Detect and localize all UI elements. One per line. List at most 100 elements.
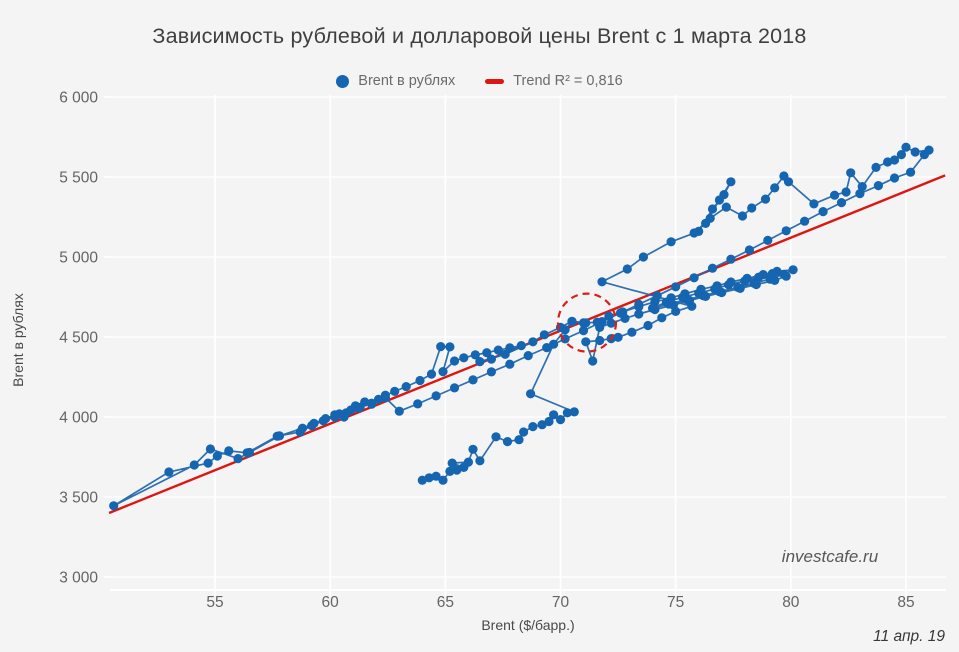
data-point	[542, 343, 552, 353]
data-point	[505, 343, 515, 353]
data-point	[468, 375, 478, 385]
data-point	[597, 277, 607, 287]
data-point	[846, 168, 856, 178]
data-point	[109, 501, 119, 511]
data-point	[500, 349, 510, 359]
data-point	[505, 359, 515, 369]
data-point	[687, 301, 697, 311]
data-point	[855, 189, 865, 199]
data-point	[445, 466, 455, 476]
data-point	[367, 399, 377, 409]
data-point	[627, 327, 637, 337]
data-point	[634, 299, 644, 309]
data-point	[380, 390, 390, 400]
data-point	[475, 456, 485, 466]
data-point	[339, 412, 349, 422]
data-point	[417, 475, 427, 485]
series-dot-icon	[336, 74, 350, 88]
data-point	[721, 202, 731, 212]
data-point	[468, 444, 478, 454]
data-point	[710, 284, 720, 294]
data-point	[841, 187, 851, 197]
data-point	[297, 423, 308, 433]
y-tick-label: 5 500	[59, 170, 98, 187]
y-tick-label: 3 000	[59, 570, 98, 587]
date-label: 11 апр. 19	[873, 628, 945, 645]
data-point	[707, 204, 718, 214]
data-point	[615, 308, 626, 318]
data-point	[581, 337, 591, 347]
data-point	[486, 354, 496, 364]
data-point	[463, 457, 473, 467]
data-point	[486, 367, 496, 377]
data-point	[717, 287, 727, 298]
data-point	[726, 254, 736, 264]
data-point	[449, 356, 460, 366]
data-point	[555, 415, 566, 425]
data-point	[528, 337, 538, 347]
y-tick-label: 6 000	[59, 90, 98, 107]
data-point	[569, 407, 579, 417]
data-point	[871, 162, 881, 172]
data-point	[309, 418, 319, 428]
data-point	[751, 279, 761, 290]
data-point	[689, 273, 699, 283]
data-point	[588, 356, 598, 366]
data-point	[726, 177, 736, 187]
data-point	[747, 203, 757, 213]
data-point	[431, 471, 441, 481]
data-point	[701, 291, 711, 301]
data-point	[781, 226, 791, 236]
data-point	[401, 382, 411, 392]
data-point	[537, 420, 547, 430]
y-tick-label: 3 500	[59, 490, 98, 507]
data-point	[714, 195, 725, 205]
data-point	[390, 386, 400, 396]
data-point	[906, 167, 916, 177]
data-point	[224, 446, 234, 456]
data-point	[809, 199, 819, 209]
data-point	[544, 416, 554, 427]
y-tick-label: 4 500	[59, 330, 98, 347]
trend-dash-icon	[485, 78, 505, 84]
data-point	[689, 228, 699, 238]
data-point	[818, 207, 828, 217]
data-point	[671, 282, 681, 292]
data-point	[274, 431, 285, 441]
data-point	[763, 235, 773, 245]
data-point	[800, 216, 810, 226]
legend: Brent в рублях Trend R² = 0,816	[0, 73, 959, 89]
data-point	[781, 271, 791, 281]
data-point	[549, 410, 559, 420]
data-point	[491, 432, 501, 442]
data-point	[519, 427, 529, 437]
data-point	[650, 304, 660, 315]
data-point	[436, 342, 446, 352]
data-point	[373, 394, 384, 404]
data-point	[415, 375, 425, 386]
legend-item-series: Brent в рублях	[336, 73, 455, 89]
data-point	[830, 190, 840, 200]
data-point	[783, 177, 794, 187]
data-point	[449, 383, 460, 393]
data-point	[413, 399, 423, 409]
x-tick-label: 55	[206, 594, 223, 611]
data-point	[836, 198, 847, 208]
data-point	[724, 280, 734, 290]
data-point	[657, 313, 667, 323]
data-point	[514, 435, 524, 445]
data-point	[737, 211, 748, 221]
data-point	[438, 475, 448, 485]
data-point	[244, 447, 255, 458]
data-point	[493, 345, 503, 355]
legend-series-label: Brent в рублях	[358, 73, 456, 89]
data-point	[883, 157, 893, 167]
data-point	[212, 451, 222, 461]
data-point	[643, 320, 653, 331]
data-point	[857, 182, 867, 192]
legend-trend-label: Trend R² = 0,816	[513, 73, 623, 89]
data-point	[470, 350, 480, 360]
data-point	[652, 291, 662, 301]
data-point	[705, 213, 715, 223]
